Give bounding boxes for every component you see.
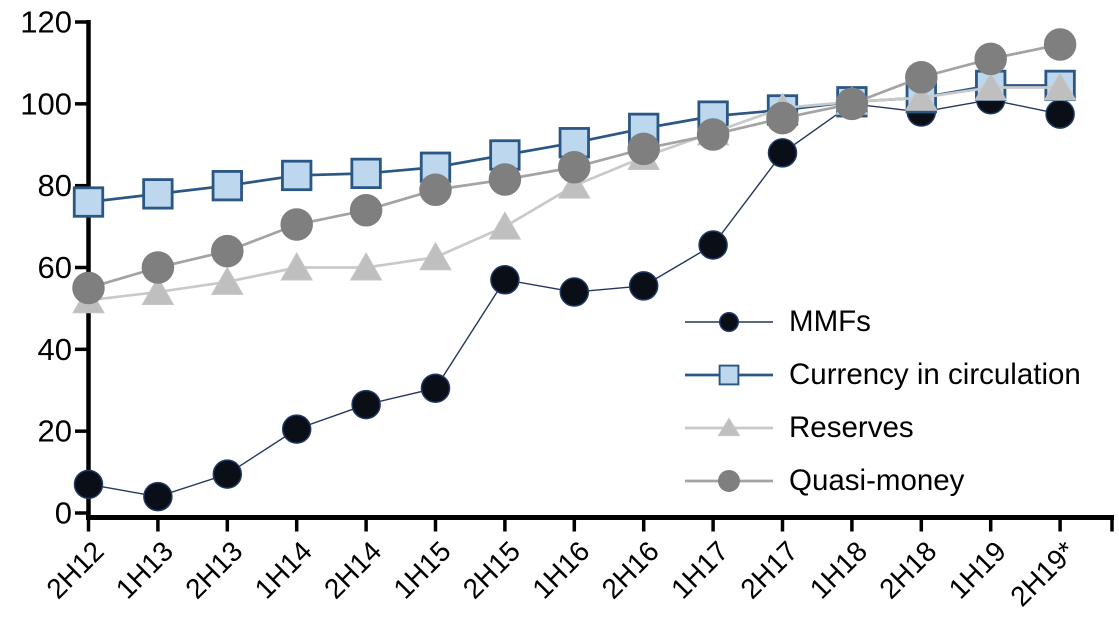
legend-label-currency-in-circulation: Currency in circulation	[789, 358, 1081, 391]
legend-sample-mmfs-circle-icon	[685, 312, 773, 332]
legend-item-currency-in-circulation: Currency in circulation	[683, 357, 1081, 393]
svg-text:20: 20	[38, 414, 72, 449]
legend-sample-quasi-money-circle-icon	[685, 470, 773, 492]
svg-text:2H17: 2H17	[734, 535, 803, 604]
legend-label-quasi-money: Quasi-money	[789, 464, 965, 497]
legend-sample-reserves-triangle-icon	[685, 417, 773, 437]
svg-text:2H18: 2H18	[873, 535, 942, 604]
legend-sample-currency-square-icon	[685, 364, 773, 386]
legend-label-mmfs: MMFs	[789, 305, 871, 338]
legend-label-reserves: Reserves	[789, 411, 914, 444]
svg-text:1H19: 1H19	[943, 535, 1012, 604]
svg-text:1H15: 1H15	[387, 535, 456, 604]
svg-text:120: 120	[20, 5, 72, 40]
svg-text:2H14: 2H14	[318, 535, 387, 604]
svg-text:1H13: 1H13	[110, 535, 179, 604]
svg-text:80: 80	[38, 168, 72, 203]
legend-item-quasi-money: Quasi-money	[683, 463, 1081, 499]
svg-text:2H19*: 2H19*	[1004, 535, 1081, 612]
legend-item-reserves: Reserves	[683, 410, 1081, 446]
svg-text:60: 60	[38, 250, 72, 285]
svg-text:1H14: 1H14	[249, 535, 318, 604]
svg-text:2H12: 2H12	[40, 535, 109, 604]
svg-text:1H16: 1H16	[526, 535, 595, 604]
svg-text:1H18: 1H18	[804, 535, 873, 604]
svg-text:100: 100	[20, 86, 72, 121]
svg-text:2H15: 2H15	[457, 535, 526, 604]
svg-text:2H13: 2H13	[179, 535, 248, 604]
svg-text:1H17: 1H17	[665, 535, 734, 604]
svg-text:40: 40	[38, 332, 72, 367]
svg-text:0: 0	[55, 496, 72, 531]
legend: MMFs Currency in circulation Reserves Qu…	[683, 304, 1081, 499]
svg-text:2H16: 2H16	[596, 535, 665, 604]
legend-item-mmfs: MMFs	[683, 304, 1081, 340]
